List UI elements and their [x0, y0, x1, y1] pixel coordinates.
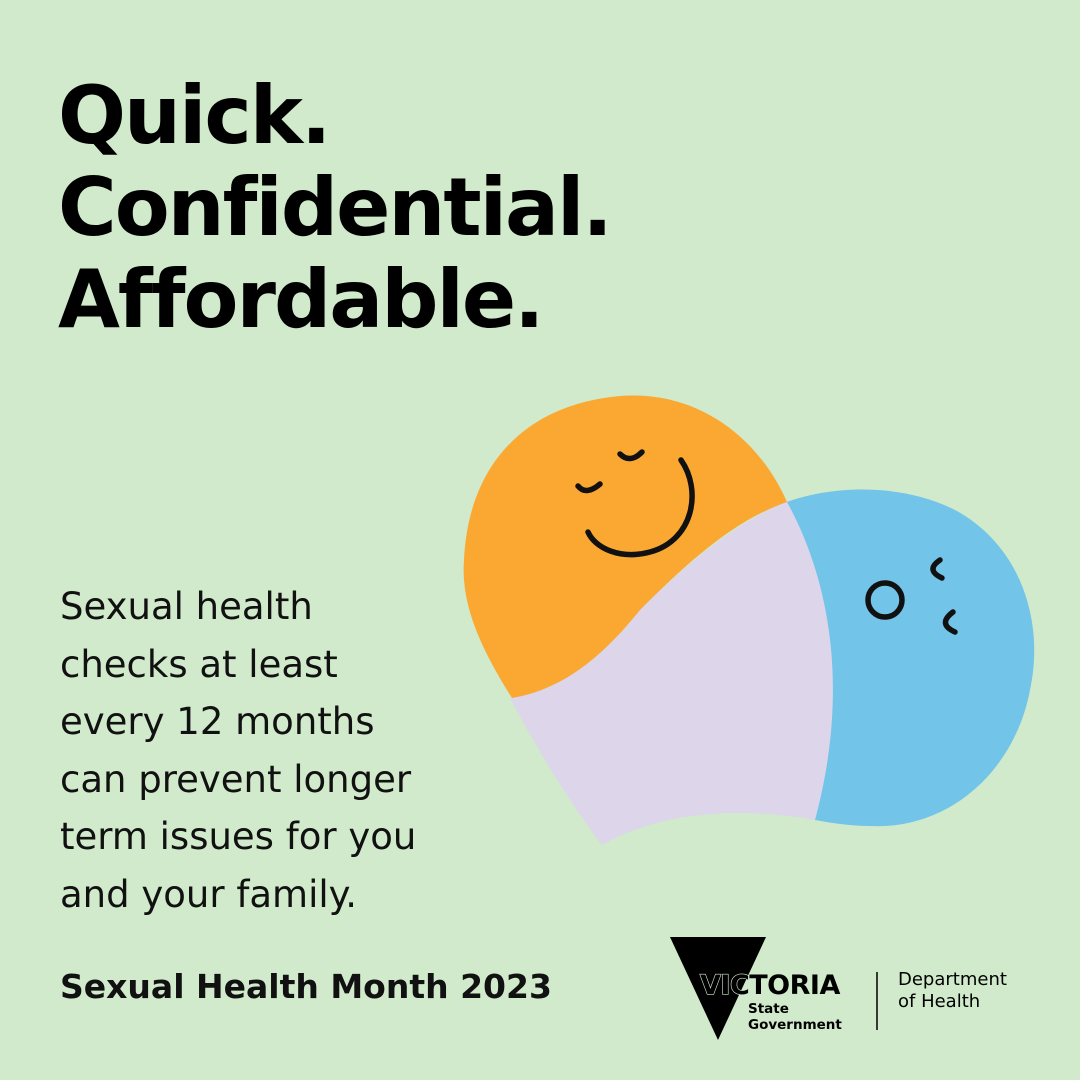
lilac-blob-shape	[510, 500, 834, 845]
victoria-triangle-icon	[670, 937, 766, 1040]
campaign-label: Sexual Health Month 2023	[60, 967, 552, 1006]
victoria-government-logo: VICTORIA State Government Department of …	[670, 937, 1007, 1040]
body-line: every 12 months	[60, 700, 375, 743]
orange-blob-shape	[463, 395, 787, 698]
body-line: checks at least	[60, 642, 338, 686]
logo-state-line: State	[748, 1001, 789, 1017]
body-line: term issues for you	[60, 815, 417, 858]
headline: Quick. Confidential. Affordable.	[58, 69, 613, 346]
headline-line-confidential: Confidential.	[58, 161, 613, 254]
blue-blob-shape	[787, 489, 1035, 827]
blue-face-icon	[865, 557, 958, 635]
body-line: and your family.	[60, 872, 358, 916]
body-line: can prevent longer	[60, 757, 412, 801]
logo-wordmark: VICTORIA	[700, 970, 840, 1001]
logo-department-line: Department	[898, 969, 1007, 990]
logo-health-line: of Health	[898, 991, 980, 1012]
body-line: Sexual health	[60, 585, 313, 628]
headline-line-affordable: Affordable.	[58, 253, 545, 346]
smiling-orange-face-icon	[575, 449, 695, 558]
logo-government-line: Government	[748, 1017, 842, 1033]
body-text: Sexual health checks at least every 12 m…	[60, 578, 530, 923]
heart-illustration	[463, 395, 1035, 845]
headline-line-quick: Quick.	[58, 69, 331, 162]
